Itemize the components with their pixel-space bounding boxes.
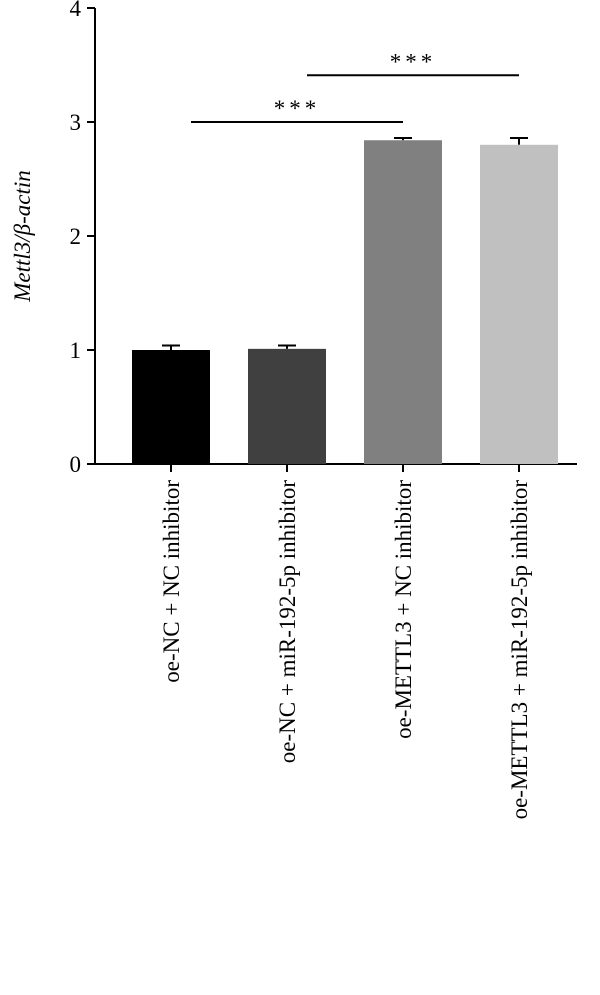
- x-tick-label: oe-NC + NC inhibitor: [159, 480, 184, 683]
- bar: [364, 140, 442, 465]
- bar: [480, 144, 558, 465]
- bar: [132, 350, 210, 464]
- y-tick-label: 3: [70, 110, 82, 135]
- y-axis-label: Mettl3/β-actin: [10, 170, 35, 303]
- y-tick-label: 2: [70, 224, 82, 249]
- x-tick-label: oe-METTL3 + NC inhibitor: [391, 480, 416, 739]
- y-tick-label: 1: [70, 338, 82, 363]
- x-tick-label: oe-NC + miR-192-5p inhibitor: [275, 480, 300, 764]
- significance-label: ***: [274, 96, 321, 121]
- significance-label: ***: [390, 49, 437, 74]
- y-tick-label: 0: [70, 452, 82, 477]
- bar: [248, 348, 326, 464]
- y-tick-label: 4: [70, 0, 82, 21]
- x-tick-label: oe-METTL3 + miR-192-5p inhibitor: [507, 480, 532, 820]
